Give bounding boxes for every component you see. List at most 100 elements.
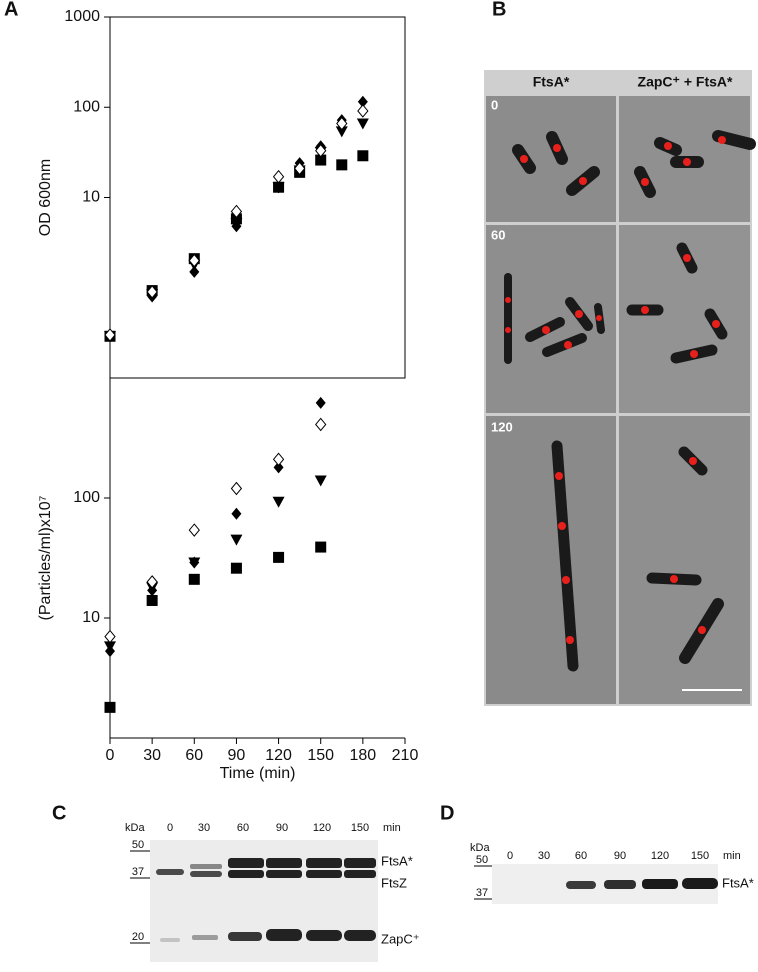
- data-point: [273, 551, 285, 563]
- data-point: [230, 534, 243, 546]
- x-tick-label: 150: [307, 747, 334, 764]
- lane-label: 90: [614, 850, 626, 862]
- data-point: [315, 541, 327, 553]
- data-point: [188, 523, 200, 537]
- lane-label: 90: [276, 822, 288, 834]
- column-header: FtsA*: [533, 74, 570, 90]
- fluorescent-foci: [505, 136, 726, 644]
- data-point: [104, 629, 116, 644]
- plot-frame: [109, 16, 406, 379]
- lane-label: 150: [351, 822, 369, 834]
- western-blot: kDa 50 37 0 30 60 90 120 150 min FtsA*: [470, 842, 754, 904]
- y-tick-label: 100: [73, 489, 100, 506]
- lane-unit: min: [383, 822, 401, 834]
- x-tick-label: 90: [228, 747, 246, 764]
- data-point: [356, 118, 369, 130]
- data-point: [230, 204, 243, 219]
- panel-label: A: [4, 0, 18, 20]
- data-point: [105, 645, 115, 658]
- lane-label: 120: [651, 850, 669, 862]
- bands: [156, 858, 376, 942]
- y-tick-label: 10: [82, 609, 100, 626]
- band-label: FtsA*: [722, 875, 754, 890]
- marker-size: 50: [476, 854, 488, 866]
- band-label: ZapC⁺: [381, 931, 420, 946]
- lane-label: 0: [507, 850, 513, 862]
- unit: kDa: [470, 842, 490, 854]
- data-point: [293, 161, 306, 176]
- lane-unit: min: [723, 850, 741, 862]
- data-point: [146, 575, 158, 589]
- x-tick-label: 0: [106, 747, 115, 764]
- data-point: [188, 253, 200, 268]
- data-point: [357, 150, 369, 162]
- data-point: [272, 169, 285, 184]
- unit: kDa: [125, 822, 145, 834]
- data-point: [315, 417, 327, 432]
- y-axis-label: OD 600nm: [37, 159, 54, 236]
- lane-label: 0: [167, 822, 173, 834]
- western-blot: kDa 50 37 20 0 30 60 90 120 150 min FtsA…: [125, 822, 420, 962]
- data-point: [335, 126, 348, 138]
- data-point: [230, 562, 242, 574]
- y-tick-label: 1000: [64, 8, 100, 25]
- x-tick-label: 60: [185, 747, 203, 764]
- marker-size: 37: [132, 866, 144, 878]
- data-point: [230, 481, 243, 496]
- data-point: [315, 396, 326, 409]
- data-point: [336, 159, 348, 171]
- data-point: [147, 584, 158, 597]
- column-header: ZapC⁺ + FtsA*: [638, 74, 733, 90]
- lane-label: 150: [691, 850, 709, 862]
- data-point: [188, 573, 200, 585]
- data-point: [231, 220, 242, 233]
- lane-label: 60: [237, 822, 249, 834]
- panel-label: D: [440, 802, 454, 824]
- data-point: [273, 181, 284, 194]
- data-point: [146, 594, 158, 606]
- data-point: [272, 496, 285, 508]
- marker-size: 50: [132, 839, 144, 851]
- data-point: [336, 116, 348, 131]
- data-point: [315, 143, 327, 158]
- panel-label: C: [52, 802, 66, 824]
- panel-label: B: [492, 0, 506, 20]
- data-point: [272, 452, 285, 467]
- y-tick-label: 10: [82, 189, 100, 206]
- y-axis-label: (Particles/ml)x10⁷: [37, 495, 54, 620]
- x-tick-label: 30: [143, 747, 161, 764]
- data-point: [315, 154, 327, 166]
- lane-label: 60: [575, 850, 587, 862]
- marker-size: 37: [476, 887, 488, 899]
- data-point: [273, 461, 284, 474]
- blot: [150, 840, 378, 962]
- marker-size: 20: [132, 931, 144, 943]
- lane-label: 120: [313, 822, 331, 834]
- lane-label: 30: [198, 822, 210, 834]
- image: [486, 96, 616, 222]
- data-point: [189, 556, 200, 569]
- data-point: [104, 701, 116, 713]
- data-point: [146, 285, 158, 299]
- band-label: FtsZ: [381, 875, 407, 890]
- data-point: [357, 95, 368, 108]
- image: [486, 416, 616, 704]
- bands: [566, 878, 718, 889]
- x-axis-label: Time (min): [220, 765, 296, 782]
- time-label: 120: [491, 419, 513, 434]
- lane-label: 30: [538, 850, 550, 862]
- data-point: [231, 507, 242, 520]
- time-label: 0: [491, 97, 498, 112]
- micrograph-panel: FtsA* ZapC⁺ + FtsA* 0 60 120: [484, 70, 756, 706]
- data-point: [314, 475, 327, 487]
- band-label: FtsA*: [381, 853, 413, 868]
- x-tick-label: 120: [265, 747, 292, 764]
- x-tick-label: 210: [392, 747, 419, 764]
- data-point: [189, 265, 200, 278]
- time-label: 60: [491, 227, 505, 242]
- x-tick-label: 180: [350, 747, 377, 764]
- data-point: [104, 328, 116, 342]
- data-point: [357, 104, 369, 118]
- y-tick-label: 100: [73, 98, 100, 115]
